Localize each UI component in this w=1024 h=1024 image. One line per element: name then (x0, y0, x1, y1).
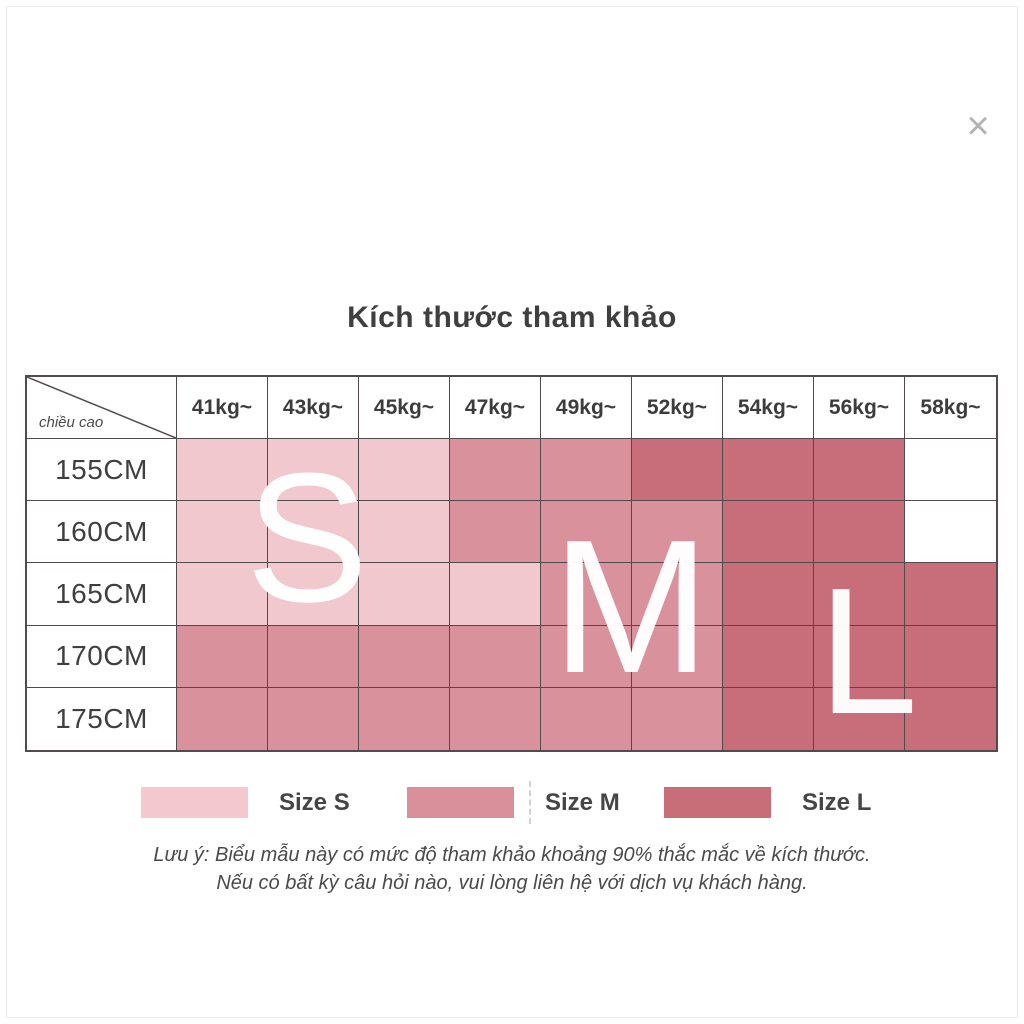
cell-165CM-54kg (723, 563, 814, 626)
height-label-175CM: 175CM (27, 687, 177, 750)
size-s-color-swatch (141, 787, 248, 818)
cell-165CM-56kg (814, 563, 905, 626)
cell-160CM-54kg (723, 501, 814, 564)
close-icon[interactable]: × (966, 104, 990, 148)
weight-header-47kg: 47kg~ (450, 377, 541, 439)
cell-160CM-41kg (177, 501, 268, 564)
cell-155CM-52kg (632, 439, 723, 502)
size-l-color-swatch (664, 787, 771, 818)
cell-155CM-49kg (541, 439, 632, 502)
legend-item-size-l: Size L (664, 787, 871, 818)
cell-175CM-52kg (632, 687, 723, 750)
cell-165CM-58kg (905, 563, 996, 626)
cell-160CM-49kg (541, 501, 632, 564)
cell-160CM-45kg (359, 501, 450, 564)
weight-header-52kg: 52kg~ (632, 377, 723, 439)
cell-155CM-41kg (177, 439, 268, 502)
cell-170CM-58kg (905, 625, 996, 688)
cell-155CM-43kg (268, 439, 359, 502)
cell-175CM-47kg (450, 687, 541, 750)
page-title: Kích thước tham khảo (347, 301, 677, 334)
weight-header-43kg: 43kg~ (268, 377, 359, 439)
cell-175CM-58kg (905, 687, 996, 750)
size-note: Lưu ý: Biểu mẫu này có mức độ tham khảo … (0, 841, 1024, 897)
cell-170CM-41kg (177, 625, 268, 688)
cell-170CM-52kg (632, 625, 723, 688)
weight-header-49kg: 49kg~ (541, 377, 632, 439)
cell-155CM-47kg (450, 439, 541, 502)
cell-165CM-41kg (177, 563, 268, 626)
height-label-170CM: 170CM (27, 625, 177, 688)
cell-160CM-52kg (632, 501, 723, 564)
cell-160CM-56kg (814, 501, 905, 564)
cell-170CM-47kg (450, 625, 541, 688)
cell-170CM-43kg (268, 625, 359, 688)
weight-header-54kg: 54kg~ (723, 377, 814, 439)
legend-item-size-s: Size S (141, 787, 350, 818)
corner-cell-chieu-cao: chiều cao (27, 377, 177, 439)
legend-label-size-m: Size M (545, 788, 620, 816)
cell-160CM-47kg (450, 501, 541, 564)
cell-155CM-56kg (814, 439, 905, 502)
size-note-line2: Nếu có bất kỳ câu hỏi nào, vui lòng liên… (216, 872, 808, 894)
size-chart-table: chiều cao 41kg~ 43kg~ 45kg~ 47kg~ 49kg~ 52kg~ 5… (25, 375, 998, 752)
height-label-165CM: 165CM (27, 563, 177, 626)
corner-diagonal-line (27, 377, 176, 438)
cell-175CM-41kg (177, 687, 268, 750)
cell-165CM-52kg (632, 563, 723, 626)
cell-175CM-43kg (268, 687, 359, 750)
legend-label-size-l: Size L (802, 788, 872, 816)
legend-item-size-m: Size M (407, 787, 620, 818)
cell-175CM-45kg (359, 687, 450, 750)
size-note-line1: Lưu ý: Biểu mẫu này có mức độ tham khảo … (153, 844, 871, 866)
cell-165CM-45kg (359, 563, 450, 626)
legend-dashed-divider (529, 781, 531, 824)
height-label-155CM: 155CM (27, 439, 177, 502)
cell-170CM-54kg (723, 625, 814, 688)
cell-175CM-56kg (814, 687, 905, 750)
cell-160CM-43kg (268, 501, 359, 564)
cell-175CM-54kg (723, 687, 814, 750)
weight-header-45kg: 45kg~ (359, 377, 450, 439)
cell-170CM-56kg (814, 625, 905, 688)
size-m-color-swatch (407, 787, 514, 818)
legend-label-size-s: Size S (279, 788, 350, 816)
cell-155CM-54kg (723, 439, 814, 502)
cell-165CM-49kg (541, 563, 632, 626)
weight-header-41kg: 41kg~ (177, 377, 268, 439)
cell-170CM-45kg (359, 625, 450, 688)
cell-175CM-49kg (541, 687, 632, 750)
corner-label: chiều cao (39, 414, 104, 431)
cell-165CM-43kg (268, 563, 359, 626)
cell-155CM-45kg (359, 439, 450, 502)
cell-170CM-49kg (541, 625, 632, 688)
weight-header-58kg: 58kg~ (905, 377, 996, 439)
weight-header-56kg: 56kg~ (814, 377, 905, 439)
cell-160CM-58kg (905, 501, 996, 564)
cell-155CM-58kg (905, 439, 996, 502)
height-label-160CM: 160CM (27, 501, 177, 564)
cell-165CM-47kg (450, 563, 541, 626)
